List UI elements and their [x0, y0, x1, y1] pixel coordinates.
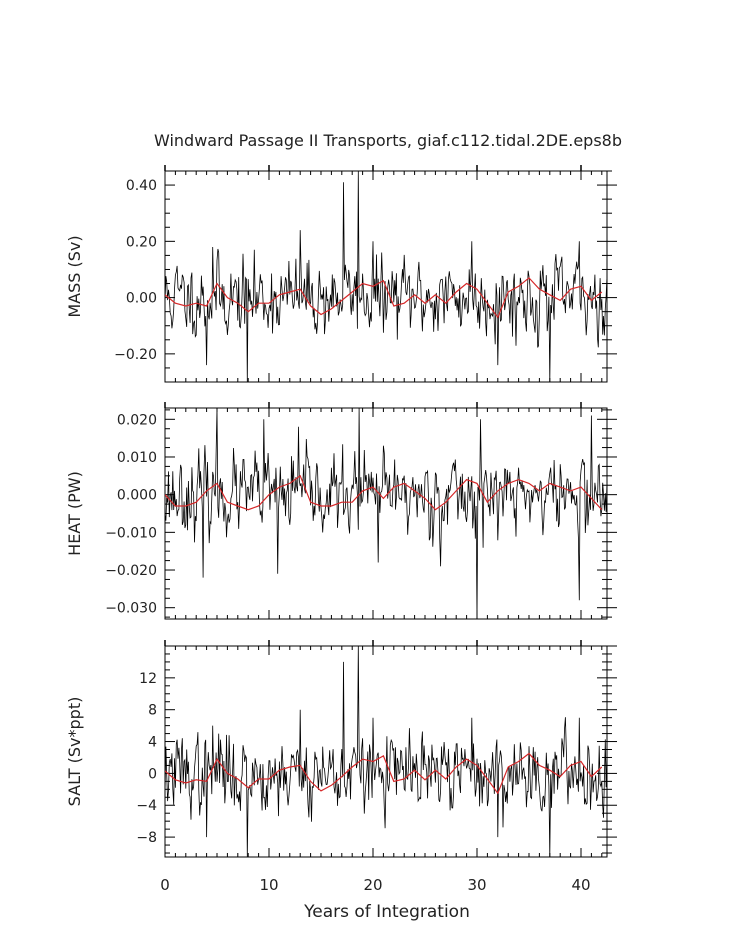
y-axis-label: SALT (Sv*ppt)	[65, 697, 84, 807]
x-tick-label: 0	[160, 876, 170, 894]
y-tick-label: 0.010	[117, 450, 157, 466]
y-tick-label: 0.000	[117, 488, 157, 504]
x-tick-label: 30	[467, 876, 486, 894]
x-tick-label: 40	[571, 876, 590, 894]
series-line-black	[165, 646, 607, 857]
series-line-black	[165, 408, 607, 619]
panel-heat: 0.020 0.010 0.000 −0.010 −0.020 −0.030 HEAT (P…	[65, 402, 617, 620]
x-axis-label: Years of Integration	[303, 902, 470, 922]
y-tick-label: 0.00	[126, 291, 157, 307]
y-axis-label: MASS (Sv)	[65, 235, 84, 317]
series-line-red	[165, 277, 603, 319]
y-tick-label: −0.010	[105, 525, 157, 541]
x-tick-label: 10	[259, 876, 278, 894]
y-tick-label: 8	[148, 703, 157, 719]
x-tick-label: 20	[363, 876, 382, 894]
chart-title: Windward Passage II Transports, giaf.c11…	[154, 131, 622, 150]
y-tick-label: 0	[148, 766, 157, 782]
x-axis: 0 10 20 30 40	[160, 876, 590, 894]
y-tick-label: 0.20	[126, 234, 157, 250]
y-tick-label: −8	[136, 830, 157, 846]
y-tick-label: −0.020	[105, 563, 157, 579]
panel-mass: 0.40 0.20 0.00 −0.20 MASS (Sv)	[65, 165, 617, 383]
y-tick-label: 12	[139, 671, 157, 687]
y-tick-label: 0.020	[117, 412, 157, 428]
y-tick-label: −0.030	[105, 601, 157, 617]
y-tick-label: −4	[136, 798, 157, 814]
series-line-red	[165, 474, 603, 511]
y-tick-label: −0.20	[114, 347, 157, 363]
panel-frame	[164, 407, 608, 620]
panel-frame	[164, 645, 608, 858]
y-axis-label: HEAT (PW)	[65, 471, 84, 556]
series-line-black	[165, 171, 607, 382]
series-line-red	[165, 752, 603, 795]
y-tick-label: 0.40	[126, 178, 157, 194]
panel-salt: 12 8 4 0 −4 −8 SALT (Sv*ppt)	[65, 640, 617, 858]
y-tick-label: 4	[148, 735, 157, 751]
